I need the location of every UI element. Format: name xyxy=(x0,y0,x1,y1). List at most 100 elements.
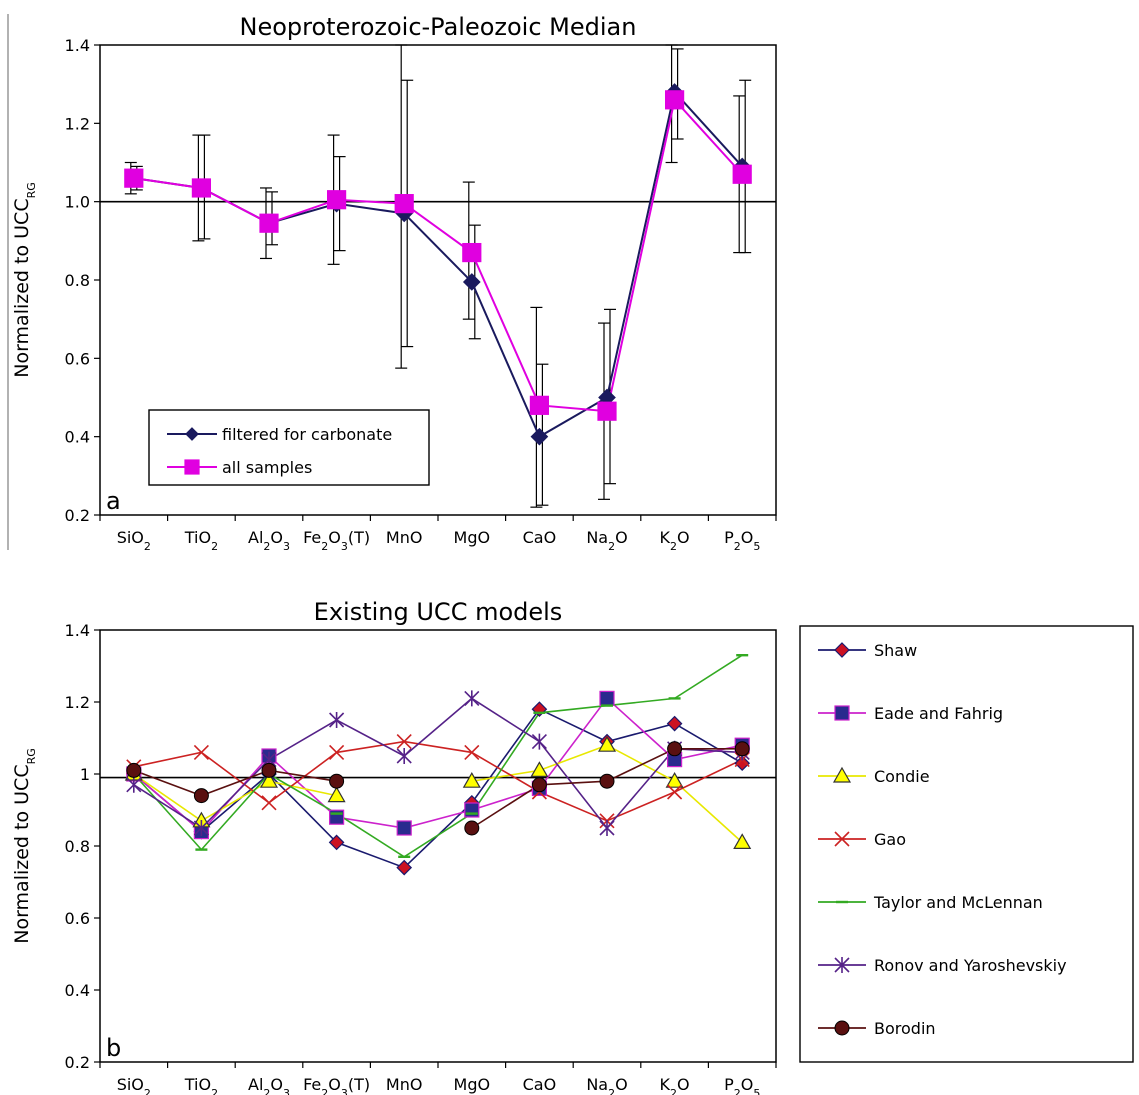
x-tick-label: Al2O3 xyxy=(248,1075,290,1095)
panel-b-y-axis-label-subscript: RG xyxy=(25,748,38,764)
x-tick-text: O xyxy=(270,1075,283,1094)
data-point xyxy=(126,776,142,793)
panel-b-y-axis-label-text: UCC xyxy=(11,764,33,804)
x-tick-subscript: 2 xyxy=(608,1087,615,1095)
data-point xyxy=(193,744,209,760)
legend-label: all samples xyxy=(222,458,312,477)
panel-b-y-tick-label: 0.8 xyxy=(65,837,90,856)
data-point xyxy=(329,712,345,728)
x-tick-label: TiO2 xyxy=(184,528,218,553)
x-tick-label: Fe2O3(T) xyxy=(303,1075,370,1095)
data-point xyxy=(328,834,345,851)
panel-a-y-tick-label: 1.4 xyxy=(65,36,90,55)
panel-b-y-tick-label: 0.2 xyxy=(65,1053,90,1072)
data-point xyxy=(327,786,346,803)
panel-b-y-tick-label: 1.4 xyxy=(65,621,90,640)
data-point xyxy=(530,761,549,778)
panel-a-y-tick-label: 1.2 xyxy=(65,114,90,133)
x-tick-subscript: 3 xyxy=(341,1087,348,1095)
data-point xyxy=(599,773,615,789)
panel-b-y-tick-label: 0.6 xyxy=(65,909,90,928)
panel-a-title: Neoproterozoic-Paleozoic Median xyxy=(240,13,637,41)
data-point xyxy=(126,762,142,778)
x-tick-subscript: 2 xyxy=(263,1087,270,1095)
x-tick-text: O xyxy=(677,528,690,547)
x-tick-subscript: 2 xyxy=(734,1087,741,1095)
data-point xyxy=(261,762,277,778)
x-tick-subscript: 5 xyxy=(753,540,760,553)
legend-box xyxy=(799,625,1134,1063)
x-tick-label: P2O5 xyxy=(724,528,760,553)
series-line xyxy=(133,773,337,822)
x-tick-text: Fe xyxy=(303,528,321,547)
data-point xyxy=(531,777,547,793)
x-tick-label: CaO xyxy=(523,528,557,547)
x-tick-text: O xyxy=(328,528,341,547)
x-tick-subscript: 2 xyxy=(321,1087,328,1095)
series-line xyxy=(133,697,743,830)
x-tick-text: P xyxy=(724,528,734,547)
panel-b-y-tick-label: 1.2 xyxy=(65,693,90,712)
data-point xyxy=(329,773,345,789)
x-tick-text: (T) xyxy=(348,1075,370,1094)
x-tick-label: TiO2 xyxy=(184,1075,218,1095)
panel-a-y-tick-label: 0.2 xyxy=(65,506,90,525)
legend-label: Taylor and McLennan xyxy=(873,893,1043,912)
legend-marker xyxy=(834,1020,850,1036)
x-tick-text: O xyxy=(741,528,754,547)
series-line xyxy=(133,769,337,797)
data-point xyxy=(259,213,279,233)
x-tick-subscript: 5 xyxy=(753,1087,760,1095)
data-point xyxy=(531,701,548,718)
panel-b-y-tick-label: 1 xyxy=(80,765,90,784)
x-tick-subscript: 2 xyxy=(321,540,328,553)
x-tick-label: MnO xyxy=(386,1075,423,1094)
panel-a-y-axis-label-text: Normalized to xyxy=(11,239,33,378)
series-line xyxy=(133,708,743,869)
x-tick-subscript: 3 xyxy=(283,540,290,553)
x-tick-label: SiO2 xyxy=(117,1075,151,1095)
panel-a-y-tick-label: 0.6 xyxy=(65,349,90,368)
data-point xyxy=(734,741,750,757)
panel-b-plot-frame xyxy=(99,629,777,1063)
data-point xyxy=(734,755,751,772)
x-tick-label: P2O5 xyxy=(724,1075,760,1095)
x-tick-text: MgO xyxy=(454,1075,491,1094)
x-tick-label: Al2O3 xyxy=(248,528,290,553)
data-point xyxy=(462,273,481,291)
panel-b-series xyxy=(124,654,752,876)
x-tick-label: MnO xyxy=(386,528,423,547)
legend-marker xyxy=(185,427,199,441)
data-point xyxy=(664,90,685,110)
data-point xyxy=(396,734,412,750)
data-point xyxy=(329,744,345,760)
legend-label: Eade and Fahrig xyxy=(874,704,1003,723)
x-tick-subscript: 3 xyxy=(283,1087,290,1095)
legend-marker xyxy=(834,831,850,847)
panel-a-series xyxy=(124,44,752,508)
x-tick-text: Na xyxy=(586,528,608,547)
panel-a-panel-label: a xyxy=(106,487,121,515)
legend-label: Condie xyxy=(874,767,930,786)
x-tick-label: MgO xyxy=(454,528,491,547)
x-tick-text: O xyxy=(741,1075,754,1094)
legend-marker xyxy=(834,957,850,973)
x-tick-label: K2O xyxy=(660,1075,690,1095)
data-point xyxy=(733,833,752,850)
legend-label: Shaw xyxy=(874,641,917,660)
x-tick-label: MgO xyxy=(454,1075,491,1094)
x-tick-subscript: 2 xyxy=(608,540,615,553)
data-point xyxy=(464,820,480,836)
series-line xyxy=(133,89,743,439)
data-point xyxy=(599,820,615,836)
x-tick-text: O xyxy=(270,528,283,547)
legend-label: Gao xyxy=(874,830,906,849)
data-point xyxy=(193,820,209,836)
data-point xyxy=(667,741,683,757)
x-tick-text: Al xyxy=(248,528,263,547)
panel-a-y-axis-label: Normalized to UCCRG xyxy=(11,182,38,378)
x-tick-text: P xyxy=(724,1075,734,1094)
x-tick-label: SiO2 xyxy=(117,528,151,553)
panel-a-y-tick-label: 0.4 xyxy=(65,428,90,447)
